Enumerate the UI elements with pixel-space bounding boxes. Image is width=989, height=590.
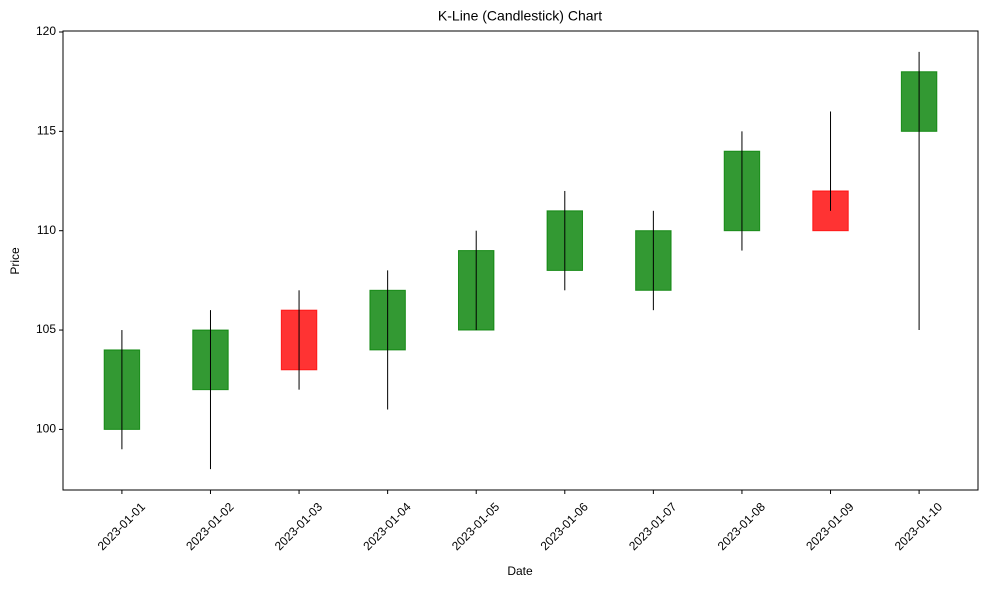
y-tick-label: 100 [36,422,56,436]
plot-frame [62,30,979,491]
x-tick-label: 2023-01-07 [626,500,680,554]
x-tick-label: 2023-01-03 [272,500,326,554]
x-tick-label: 2023-01-06 [538,500,592,554]
x-tick-label: 2023-01-04 [360,500,414,554]
x-tick-label: 2023-01-05 [449,500,503,554]
y-axis-label: Price [8,247,22,275]
chart-title: K-Line (Candlestick) Chart [438,8,602,24]
x-tick-label: 2023-01-10 [892,500,946,554]
y-tick-label: 120 [36,24,56,38]
x-tick-label: 2023-01-08 [715,500,769,554]
y-tick-label: 105 [36,322,56,336]
x-tick-label: 2023-01-02 [183,500,237,554]
x-tick-label: 2023-01-01 [95,500,149,554]
x-axis-label: Date [507,564,533,578]
y-tick-label: 110 [37,223,56,237]
y-tick-label: 115 [37,124,56,138]
x-tick-label: 2023-01-09 [803,500,857,554]
